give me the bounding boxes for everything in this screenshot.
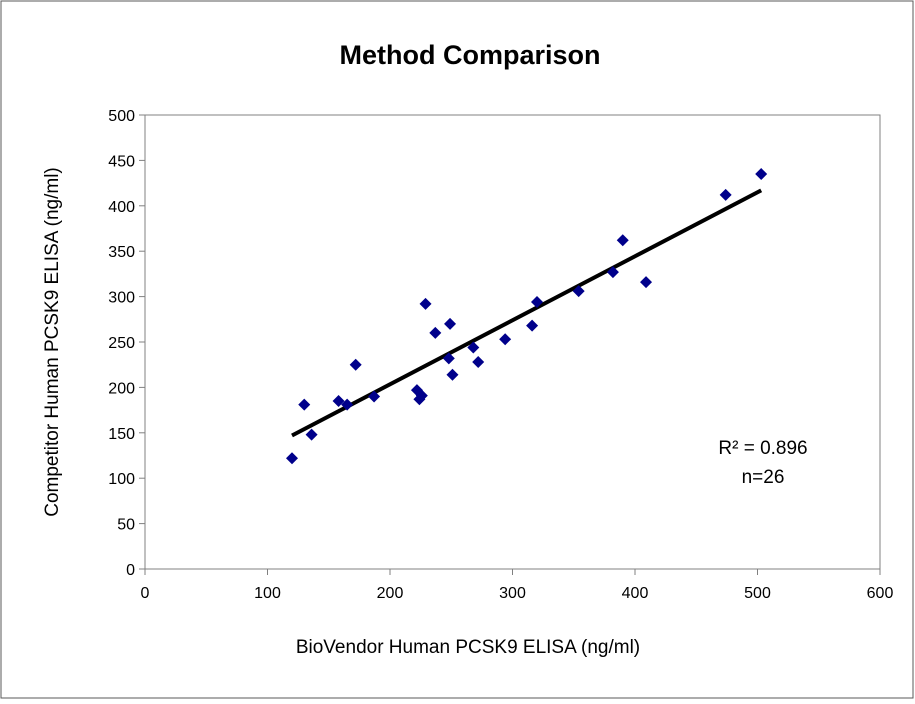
x-tick-label: 200 [377, 585, 404, 602]
data-point [446, 368, 459, 381]
data-point [305, 428, 318, 441]
y-tick-label: 450 [108, 153, 135, 170]
y-tick-label: 350 [108, 244, 135, 261]
y-tick-label: 0 [126, 562, 135, 579]
y-axis-label: Competitor Human PCSK9 ELISA (ng/ml) [42, 167, 63, 517]
data-point [332, 395, 345, 408]
x-axis-ticks: 0 100 200 300 400 500 600 [141, 569, 894, 602]
y-tick-label: 250 [108, 335, 135, 352]
data-point [467, 341, 480, 354]
data-point [755, 168, 768, 181]
x-tick-label: 300 [499, 585, 526, 602]
chart-title: Method Comparison [340, 40, 601, 70]
y-tick-label: 400 [108, 199, 135, 216]
data-point [341, 398, 354, 411]
y-tick-label: 500 [108, 108, 135, 125]
data-point [444, 317, 457, 330]
data-point [531, 296, 543, 309]
data-point [616, 234, 629, 247]
plot-area [144, 114, 881, 570]
data-point [349, 358, 362, 371]
data-points [286, 168, 768, 465]
data-point [499, 333, 512, 346]
x-axis-label: BioVendor Human PCSK9 ELISA (ng/ml) [296, 637, 640, 658]
y-tick-label: 150 [108, 426, 135, 443]
data-point [640, 276, 653, 289]
data-point [368, 390, 381, 403]
data-point [719, 188, 732, 201]
x-tick-label: 600 [867, 585, 894, 602]
y-tick-label: 300 [108, 290, 135, 307]
y-tick-label: 200 [108, 380, 135, 397]
data-point [429, 326, 442, 339]
y-tick-label: 100 [108, 471, 135, 488]
n-label: n=26 [742, 467, 785, 488]
x-tick-label: 100 [254, 585, 281, 602]
data-point [472, 355, 485, 368]
data-point [286, 452, 298, 465]
data-point [606, 266, 619, 279]
y-axis-ticks: 0 50 100 150 200 250 300 350 400 450 500 [108, 108, 145, 579]
data-point [526, 319, 539, 332]
x-tick-label: 400 [622, 585, 649, 602]
data-point [442, 352, 455, 365]
data-point [415, 389, 428, 402]
x-tick-label: 0 [141, 585, 150, 602]
y-tick-label: 50 [117, 517, 135, 534]
r-squared-label: R² = 0.896 [718, 438, 807, 459]
data-point [572, 285, 585, 298]
data-point [419, 297, 432, 310]
x-tick-label: 500 [744, 585, 771, 602]
data-point [298, 398, 311, 411]
